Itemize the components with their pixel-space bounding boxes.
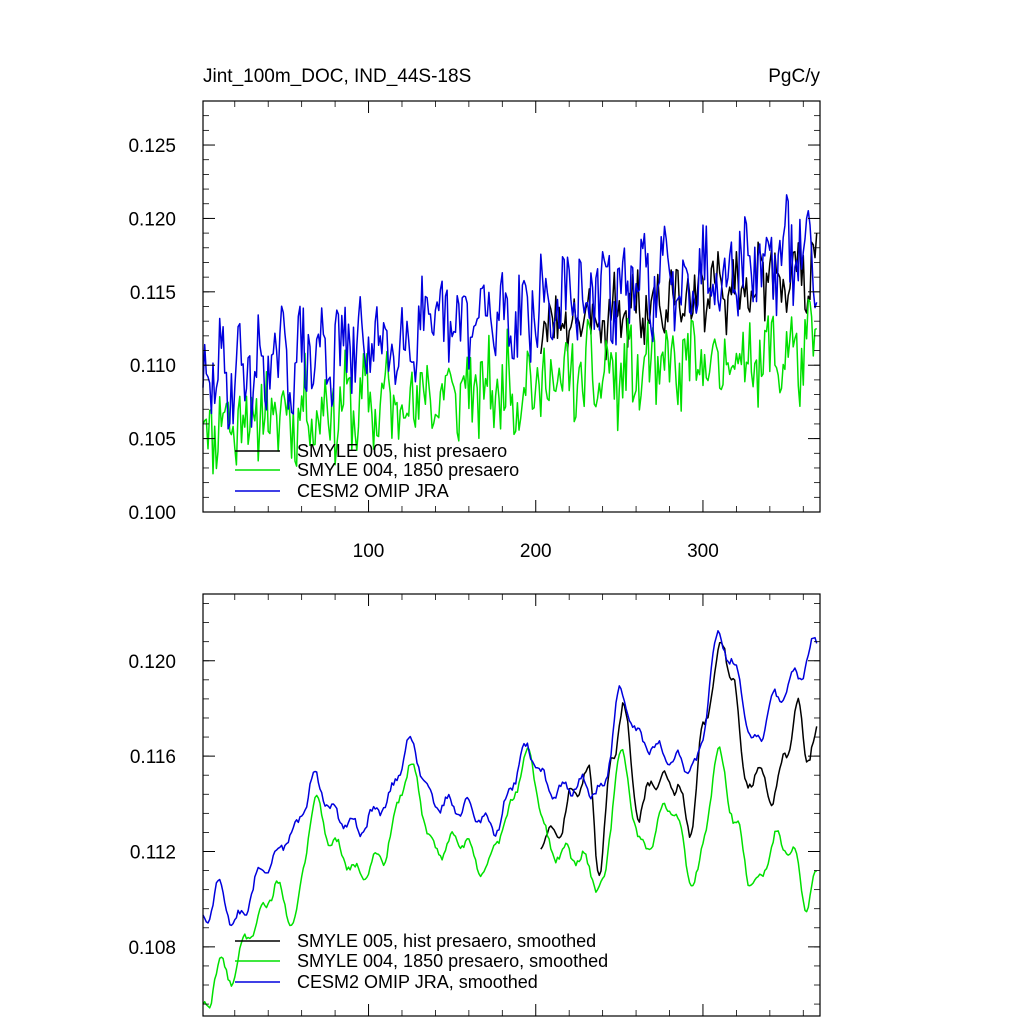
series-line-0 <box>540 641 818 877</box>
y-tick-label: 0.105 <box>128 430 176 451</box>
x-tick-label: 300 <box>687 541 719 562</box>
legend-label-cesm2-smoothed: CESM2 OMIP JRA, smoothed <box>297 972 538 992</box>
top-y-tick-labels: 0.100 0.105 0.110 0.115 0.120 0.125 <box>128 136 176 524</box>
legend-label-smyle005-smoothed: SMYLE 005, hist presaero, smoothed <box>297 931 596 951</box>
series-line-1 <box>202 298 818 475</box>
series-line-0 <box>540 233 818 361</box>
y-tick-label: 0.100 <box>128 503 176 524</box>
series-line-2 <box>202 194 818 430</box>
bottom-plot-frame <box>202 593 821 1017</box>
bottom-y-tick-labels: 0.108 0.112 0.116 0.120 <box>128 652 176 959</box>
bottom-axis-ticks <box>203 594 820 1016</box>
y-tick-label: 0.108 <box>128 938 176 959</box>
top-axis-ticks <box>203 101 820 513</box>
bottom-panel: 0.108 0.112 0.116 0.120 SMYLE 005, hist pre… <box>128 593 821 1017</box>
legend-label-smyle004-smoothed: SMYLE 004, 1850 presaero, smoothed <box>297 951 608 971</box>
y-tick-label: 0.112 <box>130 842 176 863</box>
top-series-lines <box>202 194 818 475</box>
series-line-2 <box>202 630 818 927</box>
legend-label-smyle005: SMYLE 005, hist presaero <box>297 441 507 461</box>
top-x-tick-labels: 100 200 300 <box>353 541 719 562</box>
x-tick-label: 200 <box>520 541 552 562</box>
x-tick-label: 100 <box>353 541 385 562</box>
legend-label-smyle004: SMYLE 004, 1850 presaero <box>297 460 519 480</box>
top-legend: SMYLE 005, hist presaero SMYLE 004, 1850… <box>235 441 519 501</box>
series-line-1 <box>202 746 817 1009</box>
legend-label-cesm2: CESM2 OMIP JRA <box>297 481 449 501</box>
y-tick-label: 0.120 <box>128 209 176 230</box>
y-tick-label: 0.116 <box>130 747 176 768</box>
y-tick-label: 0.120 <box>128 652 176 673</box>
bottom-legend: SMYLE 005, hist presaero, smoothed SMYLE… <box>235 931 608 992</box>
y-tick-label: 0.115 <box>130 283 176 304</box>
y-tick-label: 0.110 <box>130 356 176 377</box>
bottom-series-lines <box>202 630 818 1009</box>
top-chart-units: PgC/y <box>768 66 820 87</box>
y-tick-label: 0.125 <box>128 136 176 157</box>
top-panel: Jint_100m_DOC, IND_44S-18S PgC/y 0.1000.… <box>128 66 821 562</box>
top-chart-title: Jint_100m_DOC, IND_44S-18S <box>203 66 471 87</box>
